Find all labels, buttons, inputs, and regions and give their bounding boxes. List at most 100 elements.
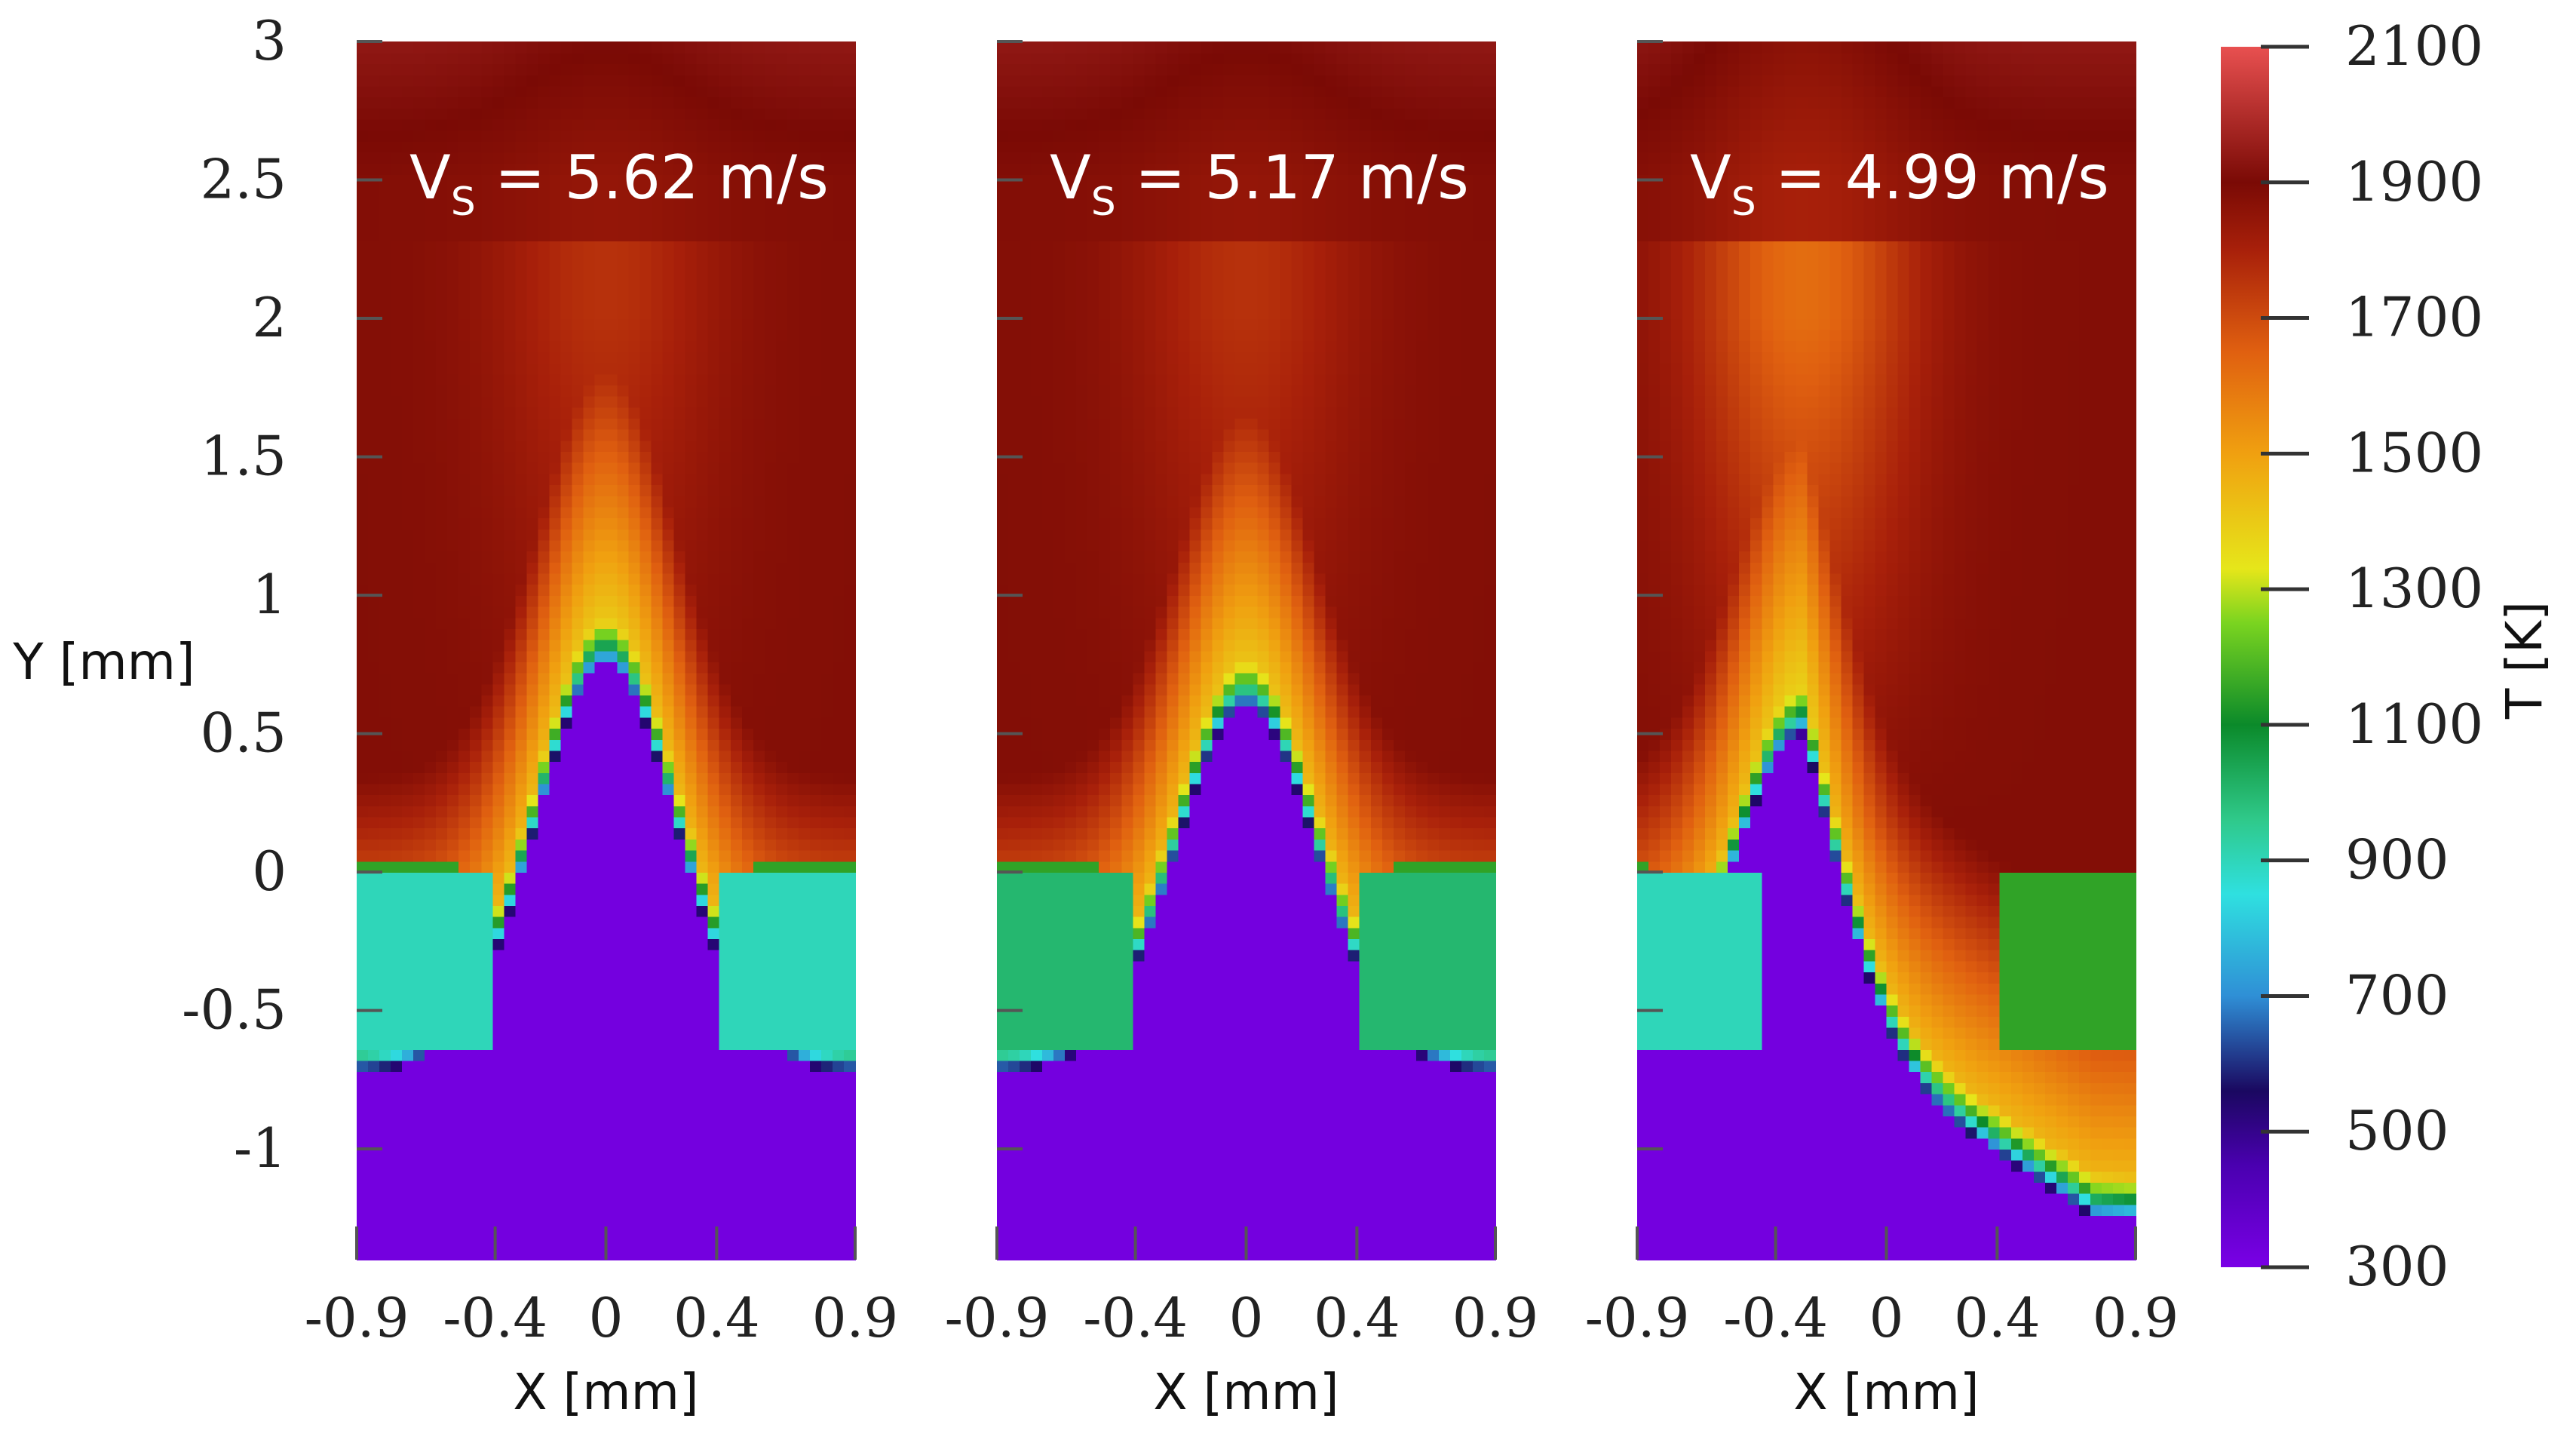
heatmap-cell: [391, 118, 403, 131]
heatmap-cell: [820, 418, 833, 430]
heatmap-cell: [662, 584, 675, 596]
heatmap-cell: [481, 517, 494, 530]
heatmap-cell: [832, 806, 845, 818]
heatmap-cell: [696, 118, 709, 131]
heatmap-cell: [606, 993, 618, 1006]
heatmap-cell: [696, 241, 709, 253]
heatmap-cell: [391, 1226, 403, 1239]
heatmap-cell: [662, 639, 675, 652]
heatmap-cell: [402, 407, 414, 419]
heatmap-cell: [775, 1171, 788, 1184]
heatmap-cell: [560, 1116, 573, 1128]
heatmap-cell: [685, 728, 698, 740]
heatmap-cell: [662, 352, 675, 364]
heatmap-cell: [730, 1049, 743, 1061]
heatmap-cell: [402, 960, 414, 973]
heatmap-cell: [820, 362, 833, 375]
heatmap-cell: [673, 296, 686, 309]
heatmap-cell: [617, 517, 630, 530]
heatmap-cell: [809, 428, 822, 441]
heatmap-cell: [425, 340, 437, 352]
heatmap-cell: [832, 1016, 845, 1028]
heatmap-cell: [997, 894, 1009, 906]
heatmap-cell: [538, 738, 550, 751]
heatmap-cell: [447, 1193, 459, 1205]
heatmap-cell: [820, 551, 833, 563]
heatmap-cell: [696, 816, 709, 829]
heatmap-cell: [673, 63, 686, 75]
heatmap-cell: [809, 41, 822, 54]
heatmap-cell: [538, 296, 550, 309]
heatmap-cell: [685, 827, 698, 840]
heatmap-cell: [628, 1171, 641, 1184]
heatmap-cell: [492, 229, 505, 242]
heatmap-cell: [538, 949, 550, 962]
heatmap-cell: [481, 772, 494, 784]
heatmap-cell: [775, 628, 788, 640]
heatmap-cell: [707, 839, 720, 851]
heatmap-cell: [572, 285, 584, 297]
heatmap-cell: [504, 407, 517, 419]
heatmap-cell: [775, 1071, 788, 1083]
heatmap-cell: [594, 373, 607, 385]
heatmap-cell: [549, 262, 562, 275]
heatmap-cell: [753, 1116, 765, 1128]
heatmap-cell: [402, 428, 414, 441]
heatmap-cell: [549, 905, 562, 917]
heatmap-cell: [379, 1071, 391, 1083]
heatmap-cell: [368, 794, 380, 806]
heatmap-cell: [504, 639, 517, 652]
heatmap-cell: [606, 617, 618, 629]
heatmap-cell: [458, 85, 471, 98]
heatmap-cell: [673, 982, 686, 995]
heatmap-cell: [820, 318, 833, 330]
heatmap-cell: [997, 672, 1009, 685]
heatmap-cell: [775, 373, 788, 385]
heatmap-cell: [617, 849, 630, 862]
heatmap-cell: [549, 639, 562, 652]
heatmap-cell: [425, 1193, 437, 1205]
heatmap-cell: [617, 1038, 630, 1050]
heatmap-cell: [470, 672, 483, 685]
heatmap-cell: [775, 750, 788, 763]
heatmap-cell: [560, 451, 573, 463]
heatmap-cell: [357, 750, 369, 763]
heatmap-cell: [572, 1137, 584, 1150]
heatmap-cell: [560, 395, 573, 408]
heatmap-cell: [402, 385, 414, 397]
heatmap-cell: [549, 683, 562, 696]
heatmap-cell: [402, 872, 414, 884]
heatmap-cell: [741, 1248, 754, 1260]
heatmap-cell: [696, 872, 709, 884]
heatmap-cell: [809, 1038, 822, 1050]
heatmap-cell: [741, 1038, 754, 1050]
heatmap-cell: [685, 1104, 698, 1116]
heatmap-cell: [425, 806, 437, 818]
heatmap-cell: [764, 362, 777, 375]
heatmap-cell: [583, 52, 596, 65]
heatmap-cell: [538, 63, 550, 75]
heatmap-cell: [379, 241, 391, 253]
heatmap-cell: [662, 738, 675, 751]
heatmap-cell: [809, 229, 822, 242]
heatmap-cell: [809, 1104, 822, 1116]
heatmap-cell: [447, 1248, 459, 1260]
heatmap-cell: [515, 905, 528, 917]
heatmap-cell: [775, 251, 788, 264]
heatmap-cell: [515, 617, 528, 629]
heatmap-cell: [775, 340, 788, 352]
heatmap-cell: [753, 551, 765, 563]
heatmap-cell: [425, 218, 437, 231]
heatmap-cell: [741, 495, 754, 508]
heatmap-cell: [764, 262, 777, 275]
heatmap-cell: [572, 218, 584, 231]
heatmap-cell: [413, 97, 425, 109]
heatmap-cell: [492, 97, 505, 109]
heatmap-cell: [572, 639, 584, 652]
heatmap-cell: [413, 750, 425, 763]
heatmap-cell: [832, 761, 845, 773]
heatmap-cell: [413, 551, 425, 563]
heatmap-cell: [719, 1171, 731, 1184]
heatmap-cell: [685, 274, 698, 286]
heatmap-cell: [696, 650, 709, 662]
